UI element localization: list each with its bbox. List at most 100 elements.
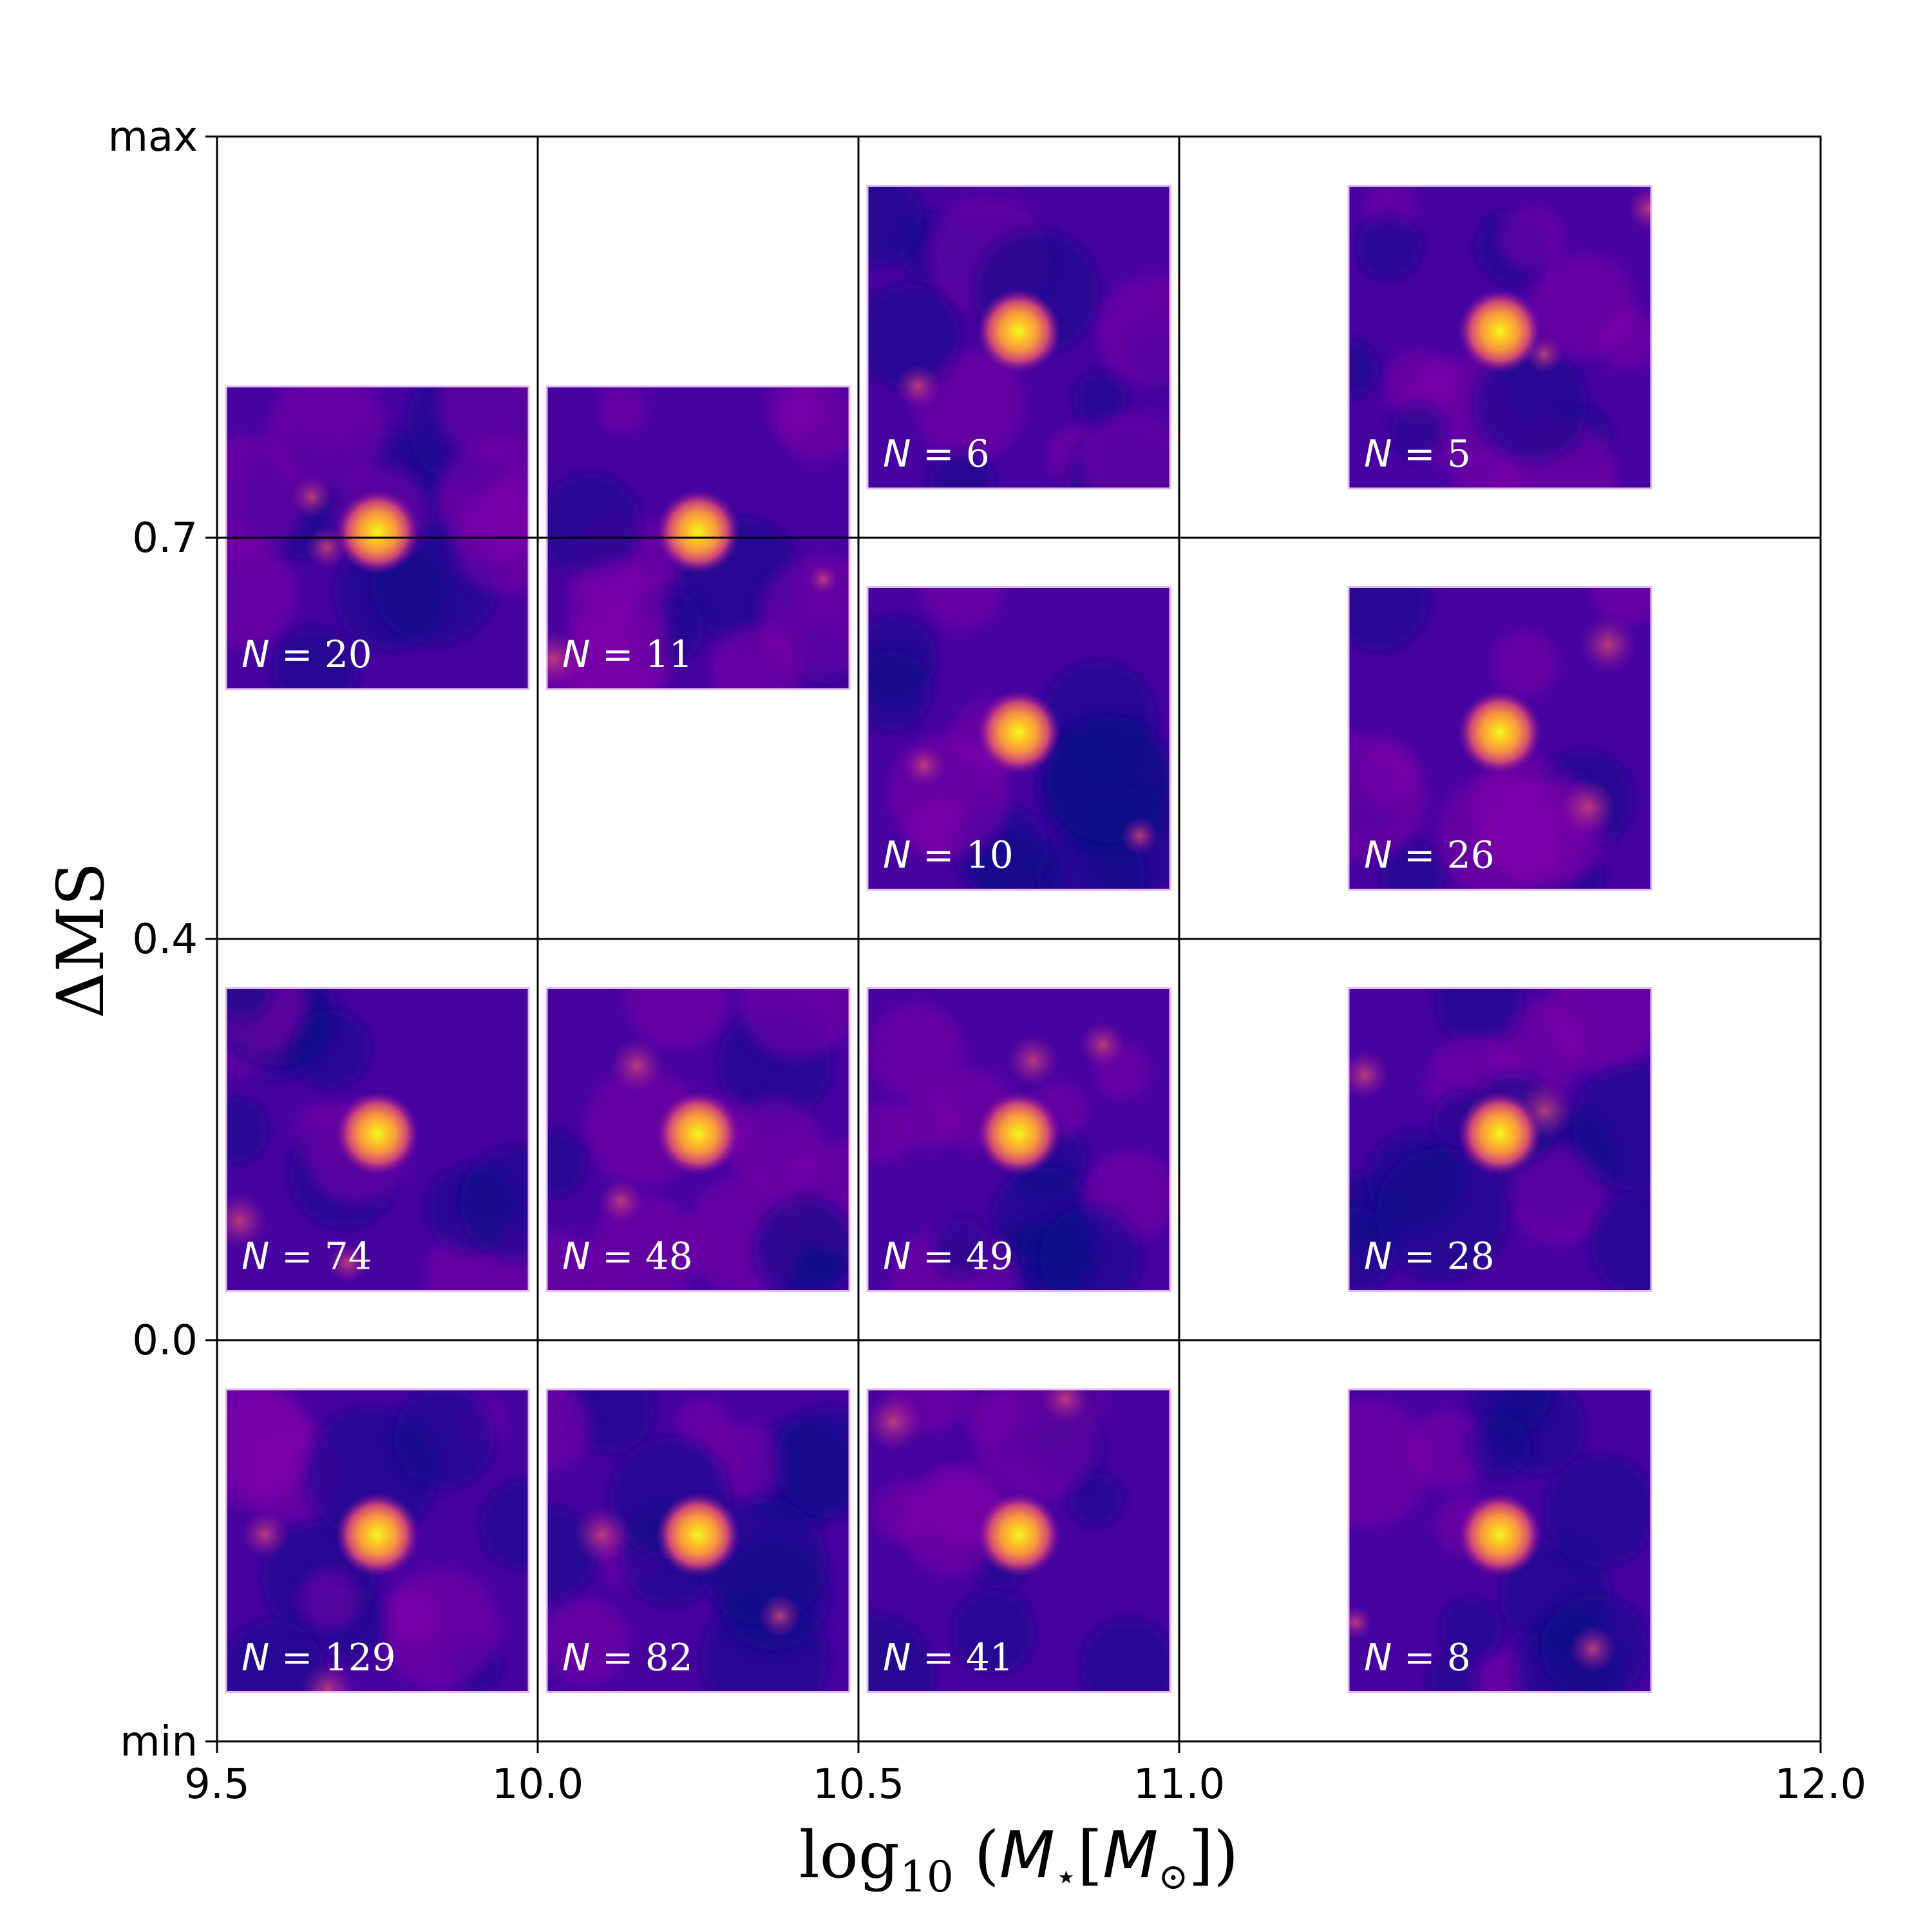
noise-patch xyxy=(393,1389,495,1489)
faint-source xyxy=(299,1663,356,1692)
faint-source xyxy=(1349,1050,1390,1100)
noise-patch xyxy=(867,185,923,265)
noise-patch xyxy=(1508,1144,1609,1245)
faint-source xyxy=(896,364,940,408)
noise-patch xyxy=(1074,371,1127,424)
noise-patch xyxy=(1383,348,1457,422)
noise-patch xyxy=(1381,842,1444,890)
image-panel: N = 82 xyxy=(545,1388,851,1693)
noise-patch xyxy=(1407,1410,1488,1491)
panel-count-label: N = 20 xyxy=(242,632,372,676)
image-panel: N = 48 xyxy=(545,987,851,1292)
panel-frame xyxy=(866,987,1171,1292)
faint-source xyxy=(547,629,583,688)
noise-patch xyxy=(913,350,1025,461)
central-source xyxy=(335,489,420,574)
x-axis-ticks: 9.5 10.0 10.5 11.0 12.0 xyxy=(184,1741,1866,1808)
central-source xyxy=(335,1492,420,1577)
panel-frame xyxy=(866,1388,1171,1693)
x-tick-label: 10.0 xyxy=(492,1761,584,1808)
panel-frame xyxy=(1347,1388,1653,1693)
noise-patch xyxy=(952,1591,1035,1673)
faint-source xyxy=(598,1178,644,1224)
faint-source xyxy=(1579,616,1638,674)
panel-count-label: N = 129 xyxy=(242,1636,396,1680)
central-source xyxy=(1457,1492,1542,1577)
faint-source xyxy=(758,1594,802,1638)
panel-frame xyxy=(1347,987,1653,1292)
image-panels: N = 20 N = 11 N = 6 N = 5 N = 10 N = 26 N = 74… xyxy=(225,185,1653,1693)
image-panel: N = 11 xyxy=(545,385,851,690)
panel-count-label: N = 8 xyxy=(1364,1636,1471,1680)
central-source xyxy=(656,489,741,574)
y-axis-title: ΔMS xyxy=(43,862,118,1018)
faint-source xyxy=(1121,817,1159,855)
faint-source xyxy=(1079,1021,1126,1068)
panel-count-label: N = 26 xyxy=(1364,833,1495,877)
panel-count-label: N = 74 xyxy=(242,1235,372,1278)
faint-source xyxy=(242,1511,289,1558)
noise-patch xyxy=(460,1146,529,1261)
noise-patch xyxy=(1080,1619,1170,1692)
image-panel: N = 8 xyxy=(1347,1388,1653,1693)
noise-patch xyxy=(1376,1148,1508,1280)
noise-patch xyxy=(932,1218,990,1276)
noise-patch xyxy=(1546,988,1651,1072)
noise-patch xyxy=(1590,587,1651,625)
central-source xyxy=(976,1091,1061,1176)
faint-source xyxy=(328,1243,368,1283)
noise-patch xyxy=(867,651,931,730)
faint-source xyxy=(808,564,838,594)
central-source xyxy=(335,1091,420,1176)
x-tick-label: 12.0 xyxy=(1775,1761,1867,1808)
noise-patch xyxy=(547,1598,629,1685)
image-panel: N = 28 xyxy=(1347,987,1653,1292)
noise-patch xyxy=(226,988,272,1019)
noise-patch xyxy=(565,600,672,689)
noise-patch xyxy=(867,285,960,388)
noise-patch xyxy=(299,1569,361,1632)
noise-patch xyxy=(1391,403,1445,457)
panel-count-label: N = 5 xyxy=(1364,432,1471,476)
bin-grid-lines xyxy=(217,137,1821,1741)
faint-source xyxy=(290,475,334,518)
faint-source xyxy=(867,1392,923,1452)
faint-source xyxy=(1349,1605,1372,1640)
faint-source xyxy=(1559,779,1616,836)
central-source xyxy=(1457,1091,1542,1176)
noise-patch xyxy=(1452,452,1522,489)
faint-source xyxy=(610,1038,664,1092)
central-source xyxy=(656,1091,741,1176)
y-tick-label: 0.0 xyxy=(132,1317,198,1365)
central-source xyxy=(656,1492,741,1577)
panel-frame xyxy=(545,987,851,1292)
panel-frame xyxy=(545,1388,851,1693)
central-source xyxy=(976,690,1061,775)
image-panel: N = 74 xyxy=(225,987,530,1292)
noise-patch xyxy=(1468,1414,1530,1477)
noise-patch xyxy=(1490,629,1558,697)
noise-patch xyxy=(1572,1066,1651,1191)
noise-patch xyxy=(1591,1189,1651,1291)
faint-source xyxy=(1569,1625,1617,1673)
panel-frame xyxy=(866,586,1171,891)
noise-patch xyxy=(383,1587,442,1645)
noise-patch xyxy=(597,386,647,435)
image-panel: N = 5 xyxy=(1347,185,1653,489)
noise-patch xyxy=(1349,341,1379,397)
image-panel: N = 20 xyxy=(225,385,530,690)
image-panel: N = 129 xyxy=(225,1388,530,1693)
noise-patch xyxy=(1497,204,1564,271)
y-tick-label: 0.7 xyxy=(132,515,198,562)
y-tick-label: min xyxy=(120,1718,198,1766)
image-panel: N = 6 xyxy=(866,185,1171,489)
noise-patch xyxy=(726,1097,822,1192)
x-tick-label: 9.5 xyxy=(184,1761,250,1808)
panel-frame xyxy=(1347,586,1653,891)
noise-patch xyxy=(777,386,849,462)
panel-frame xyxy=(225,1388,530,1693)
noise-patch xyxy=(929,451,995,489)
faint-source xyxy=(1041,1389,1091,1424)
panel-count-label: N = 6 xyxy=(883,432,990,476)
